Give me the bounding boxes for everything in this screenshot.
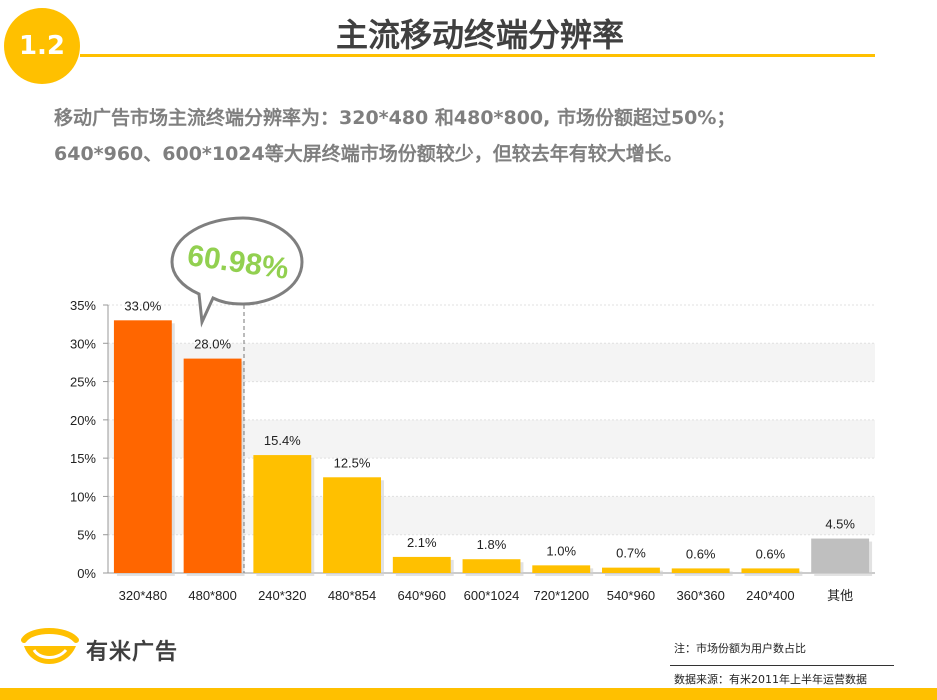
bar bbox=[462, 559, 521, 573]
bar bbox=[253, 455, 312, 573]
company-logo: 有米广告 bbox=[18, 626, 178, 674]
bar-value-label: 2.1% bbox=[407, 535, 437, 550]
x-tick-label: 320*480 bbox=[119, 588, 167, 603]
bar bbox=[741, 568, 800, 573]
x-tick-label: 540*960 bbox=[607, 588, 655, 603]
bar-value-label: 33.0% bbox=[124, 298, 161, 313]
y-tick-label: 15% bbox=[70, 451, 96, 466]
bar-value-label: 0.6% bbox=[686, 546, 716, 561]
bar-layer bbox=[113, 320, 873, 576]
axis-layer: 0% 5% 10% 15% 20% 25% 30% 35% bbox=[70, 298, 109, 581]
section-badge: 1.2 bbox=[4, 8, 80, 84]
logo-icon bbox=[21, 628, 79, 664]
bar-value-label: 12.5% bbox=[334, 455, 371, 470]
bar-value-label: 0.6% bbox=[756, 546, 786, 561]
x-tick-label: 600*1024 bbox=[464, 588, 520, 603]
label-layer: 33.0% 320*480 28.0% 480*800 15.4% 240*320 12.5… bbox=[119, 298, 856, 603]
callout-bubble bbox=[170, 216, 304, 328]
summary-text: 移动广告市场主流终端分辨率为：320*480 和480*800, 市场份额超过5… bbox=[54, 100, 914, 172]
y-tick-label: 5% bbox=[77, 528, 96, 543]
bar-shadow bbox=[605, 570, 663, 576]
bar-shadow bbox=[674, 571, 733, 576]
data-source: 数据来源：有米2011年上半年运营数据 bbox=[674, 673, 867, 686]
bar bbox=[811, 538, 870, 573]
bar bbox=[392, 556, 451, 573]
title-underline bbox=[80, 54, 875, 57]
bar bbox=[323, 477, 381, 573]
x-tick-label: 720*1200 bbox=[533, 588, 589, 603]
x-tick-label: 360*360 bbox=[676, 588, 724, 603]
bar-value-label: 1.8% bbox=[477, 537, 507, 552]
y-tick-label: 35% bbox=[70, 298, 96, 313]
summary-line-1: 移动广告市场主流终端分辨率为：320*480 和480*800, 市场份额超过5… bbox=[54, 107, 736, 129]
bar bbox=[602, 567, 660, 573]
y-tick-label: 25% bbox=[70, 375, 96, 390]
bar-value-label: 0.7% bbox=[616, 546, 646, 561]
footnote: 注：市场份额为用户数占比 bbox=[674, 642, 806, 655]
bar-value-label: 4.5% bbox=[825, 517, 855, 532]
bar-value-label: 1.0% bbox=[546, 543, 576, 558]
bar-value-label: 15.4% bbox=[264, 433, 301, 448]
bottom-accent-bar bbox=[0, 688, 937, 700]
x-tick-label: 640*960 bbox=[398, 588, 446, 603]
logo-text: 有米广告 bbox=[86, 640, 179, 665]
x-tick-label: 480*800 bbox=[188, 588, 236, 603]
bar bbox=[183, 358, 242, 573]
x-tick-label: 240*320 bbox=[258, 588, 306, 603]
y-tick-label: 0% bbox=[77, 566, 96, 581]
bar bbox=[532, 565, 591, 573]
bar-shadow bbox=[744, 571, 803, 576]
footnote-divider bbox=[670, 665, 894, 666]
y-tick-label: 20% bbox=[70, 413, 96, 428]
y-tick-label: 30% bbox=[70, 336, 96, 351]
grid-band bbox=[108, 305, 875, 344]
bar-value-label: 28.0% bbox=[194, 337, 231, 352]
bar bbox=[113, 320, 172, 573]
y-tick-label: 10% bbox=[70, 489, 96, 504]
page-title: 主流移动终端分辨率 bbox=[335, 16, 624, 54]
x-tick-label: 240*400 bbox=[746, 588, 794, 603]
summary-line-2: 640*960、600*1024等大屏终端市场份额较少，但较去年有较大增长。 bbox=[54, 143, 683, 165]
x-tick-label: 其他 bbox=[827, 588, 853, 603]
bar bbox=[671, 568, 730, 573]
x-tick-label: 480*854 bbox=[328, 588, 376, 603]
callout-layer: 60.98% bbox=[170, 216, 304, 573]
